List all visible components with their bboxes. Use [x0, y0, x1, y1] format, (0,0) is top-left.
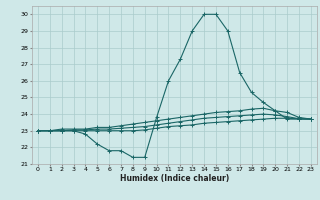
X-axis label: Humidex (Indice chaleur): Humidex (Indice chaleur) [120, 174, 229, 183]
